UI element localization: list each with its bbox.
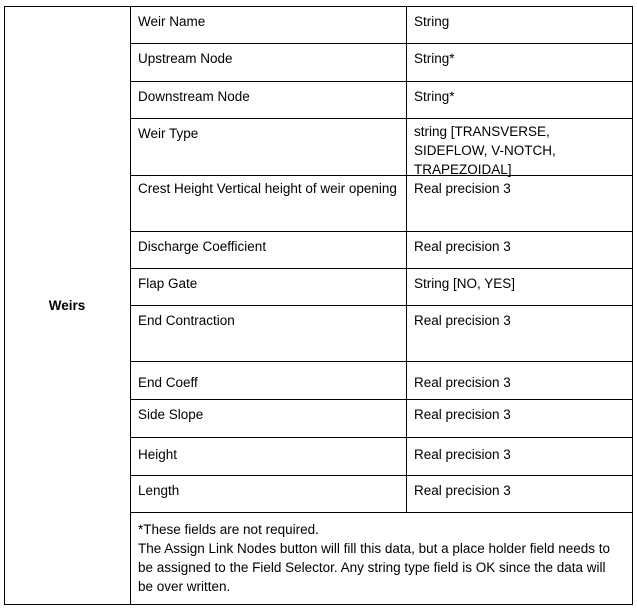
field-type: Real precision 3 [406, 399, 633, 438]
field-name: Discharge Coefficient [130, 231, 407, 269]
field-name: Length [130, 475, 407, 513]
field-name: Downstream Node [130, 81, 407, 119]
field-type: String [NO, YES] [406, 268, 633, 306]
section-label: Weirs [4, 6, 131, 605]
footnote-line-2: The Assign Link Nodes button will fill t… [138, 541, 611, 594]
field-name: Weir Type [130, 118, 407, 176]
field-name: Flap Gate [130, 268, 407, 306]
footnote-line-1: *These fields are not required. [138, 522, 319, 537]
footnote: *These fields are not required. The Assi… [130, 512, 630, 604]
field-name: End Coeff [130, 361, 407, 400]
field-type: Real precision 3 [406, 475, 633, 513]
field-name: Weir Name [130, 6, 407, 44]
field-type: Real precision 3 [406, 175, 633, 232]
field-name: Upstream Node [130, 43, 407, 82]
field-type: Real precision 3 [406, 305, 633, 362]
field-name: Crest Height Vertical height of weir ope… [130, 175, 407, 232]
field-name: End Contraction [130, 305, 407, 362]
field-type: Real precision 3 [406, 231, 633, 269]
field-type: String* [406, 81, 633, 119]
field-name: Side Slope [130, 399, 407, 438]
field-name: Height [130, 437, 407, 476]
field-type: Real precision 3 [406, 437, 633, 476]
field-type: string [TRANSVERSE, SIDEFLOW, V-NOTCH, T… [406, 118, 633, 177]
field-type: String* [406, 43, 633, 82]
field-type: String [406, 6, 633, 44]
field-type: Real precision 3 [406, 361, 633, 400]
